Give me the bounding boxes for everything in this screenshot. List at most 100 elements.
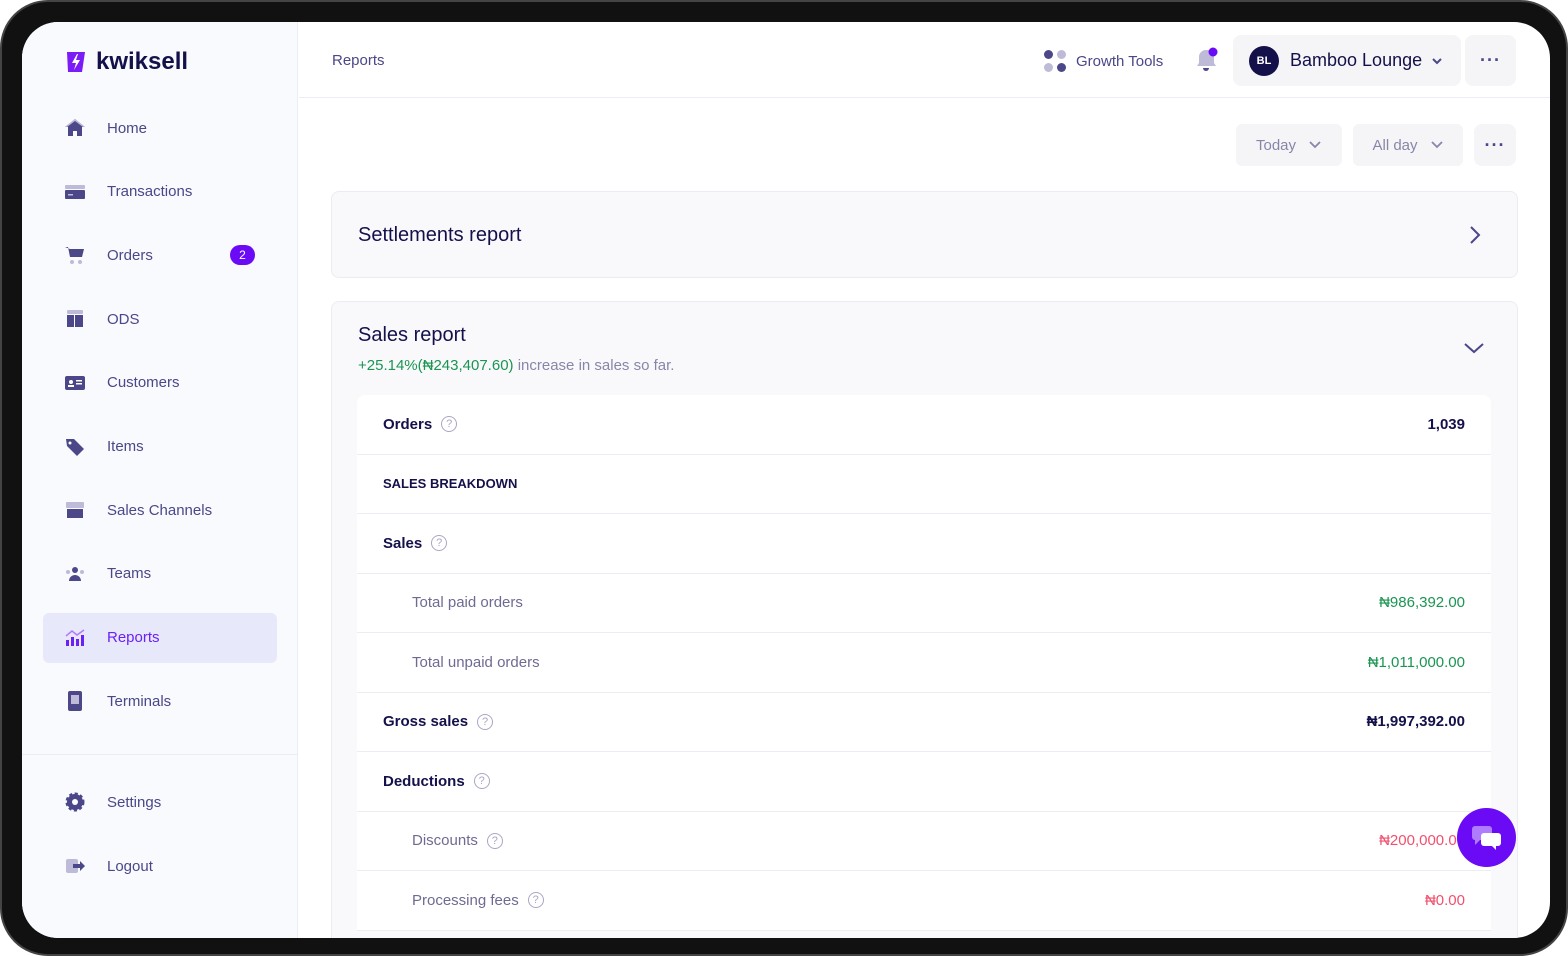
row-label: Processing fees [412,891,519,909]
sidebar-item-label: ODS [107,310,140,328]
row-label: Total unpaid orders [412,653,540,671]
growth-tools-button[interactable]: Growth Tools [1044,50,1163,72]
row-label: Discounts [412,832,478,850]
header-more-button[interactable]: ··· [1465,35,1516,86]
sales-breakdown-table: Orders? 1,039 SALES BREAKDOWN Sales? Total p… [357,395,1491,931]
help-icon[interactable]: ? [441,416,458,433]
sales-report-card: Sales report +25.14%(₦243,407.60) increa… [331,301,1518,938]
date-filter[interactable]: Today [1236,124,1342,166]
bell-icon [1197,47,1218,71]
sidebar-item-home[interactable]: Home [43,103,277,153]
sidebar-item-customers[interactable]: Customers [43,358,277,408]
orders-count-badge: 2 [230,245,255,266]
chat-button[interactable] [1457,808,1516,867]
help-icon[interactable]: ? [486,832,503,849]
terminal-icon [63,689,87,713]
row-deductions: Deductions? [357,752,1491,812]
chevron-down-icon [1430,141,1443,149]
sidebar-item-label: Items [107,438,144,455]
avatar: BL [1249,45,1279,76]
brand-name: kwiksell [96,48,189,75]
sales-change-value: +25.14%(₦243,407.60) [358,357,514,374]
row-label: Deductions [383,772,465,790]
account-switcher[interactable]: BL Bamboo Lounge [1233,35,1461,86]
chevron-down-icon[interactable] [1463,340,1485,356]
sidebar-item-label: Logout [107,857,153,875]
row-value: ₦1,011,000.00 [1367,653,1465,671]
sidebar-item-label: Settings [107,793,162,811]
filters-more-button[interactable]: ··· [1474,124,1516,166]
sidebar-item-terminals[interactable]: Terminals [43,676,277,726]
ellipsis-icon: ··· [1484,134,1506,155]
sales-report-title: Sales report [358,324,466,346]
breadcrumb: Reports [332,52,385,69]
sidebar-item-transactions[interactable]: Transactions [43,167,277,217]
notifications-button[interactable] [1194,47,1220,78]
ellipsis-icon: ··· [1480,50,1501,70]
row-value: 1,039 [1427,415,1465,433]
gear-icon [63,790,87,814]
row-orders: Orders? 1,039 [357,395,1491,455]
sidebar-item-orders[interactable]: Orders 2 [43,230,277,280]
row-value: ₦0.00 [1424,891,1465,909]
sidebar-item-label: Terminals [107,692,172,710]
chevron-right-icon[interactable] [1467,224,1483,246]
chevron-down-icon [1309,141,1321,149]
users-icon [63,562,87,586]
row-value: ₦986,392.00 [1379,594,1465,612]
screen: kwiksell Home Transactions Orders 2 ODS Custo… [22,22,1550,938]
row-label: Total paid orders [412,594,523,612]
sidebar-item-label: Teams [107,565,152,583]
growth-tools-label: Growth Tools [1076,52,1164,70]
row-label: Gross sales [383,713,469,731]
sidebar-item-label: Customers [107,374,180,392]
logout-icon [63,854,87,878]
logo[interactable]: kwiksell [64,48,188,76]
chat-icon [1471,825,1501,850]
logo-icon [67,52,85,72]
row-label: Orders [383,415,433,433]
row-value: ₦1,997,392.00 [1366,713,1465,731]
chart-icon [63,626,87,650]
sidebar-item-reports[interactable]: Reports [43,612,277,663]
settlements-report-card[interactable]: Settlements report [331,191,1518,278]
help-icon[interactable]: ? [527,892,544,909]
help-icon[interactable]: ? [431,535,448,552]
help-icon[interactable]: ? [477,713,494,730]
sidebar-divider [22,754,298,755]
row-gross-sales: Gross sales? ₦1,997,392.00 [357,693,1491,752]
row-total-paid-orders: Total paid orders ₦986,392.00 [357,574,1491,633]
sales-change-text: increase in sales so far. [513,357,675,374]
tag-icon [63,435,87,459]
sidebar-item-label: Home [107,119,148,137]
row-processing-fees: Processing fees? ₦0.00 [357,871,1491,931]
grid-dots-icon [1044,50,1066,72]
row-total-unpaid-orders: Total unpaid orders ₦1,011,000.00 [357,633,1491,693]
row-sales-breakdown: SALES BREAKDOWN [357,455,1491,514]
chevron-down-icon [1432,57,1442,64]
sidebar-item-label: Orders [107,246,153,264]
sidebar-item-ods[interactable]: ODS [43,294,277,344]
sidebar-item-settings[interactable]: Settings [43,777,277,827]
id-card-icon [63,371,87,395]
card-icon [63,180,87,204]
ods-icon [63,307,87,331]
time-filter-label: All day [1372,136,1418,154]
sidebar-item-label: Reports [107,629,160,647]
help-icon[interactable]: ? [473,773,490,790]
sidebar-item-logout[interactable]: Logout [43,841,277,891]
sidebar-item-teams[interactable]: Teams [43,549,277,599]
store-icon [63,498,87,522]
account-name: Bamboo Lounge [1290,50,1423,70]
sidebar-item-sales-channels[interactable]: Sales Channels [43,485,277,535]
top-bar: Reports Growth Tools BL Bamboo Lounge ··… [299,22,1550,98]
sidebar-item-items[interactable]: Items [43,422,277,472]
sidebar: kwiksell Home Transactions Orders 2 ODS Custo… [22,22,298,938]
sales-change-summary: +25.14%(₦243,407.60) increase in sales s… [358,357,674,374]
home-icon [63,116,87,140]
cart-icon [63,243,87,267]
row-value: ₦200,000.00 [1379,832,1465,850]
time-filter[interactable]: All day [1353,124,1463,166]
row-sales: Sales? [357,514,1491,574]
